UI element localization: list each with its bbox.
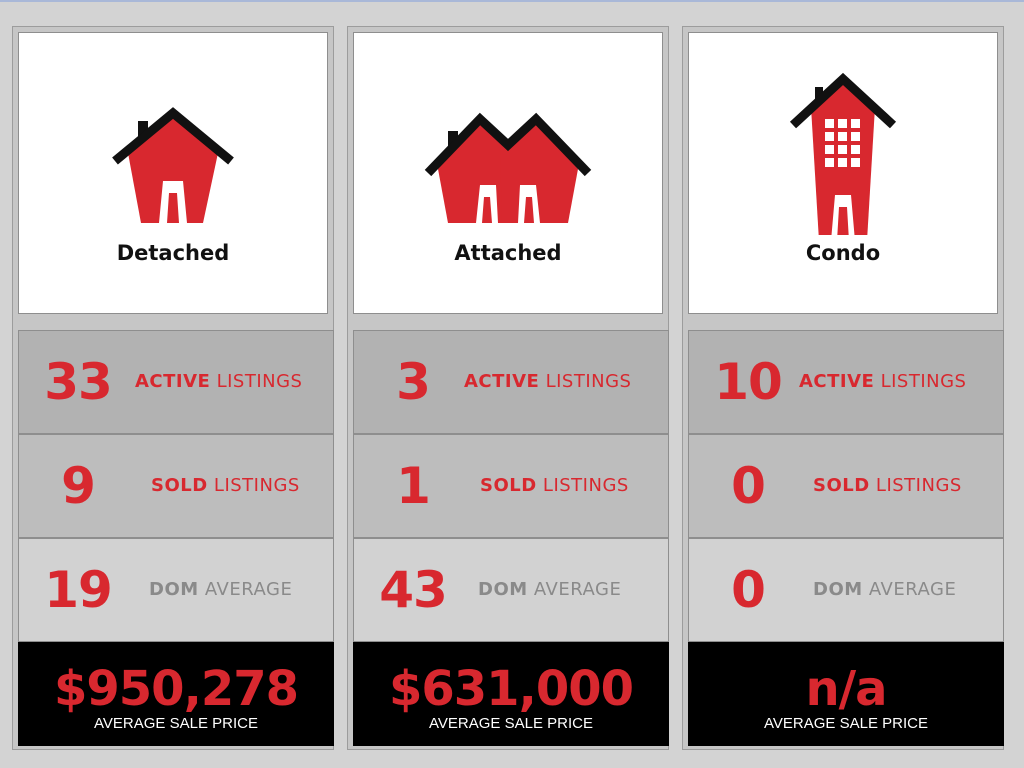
average-sale-price-row: n/a AVERAGE SALE PRICE — [688, 642, 1004, 746]
sold-listings-label: SOLD LISTINGS — [813, 475, 962, 496]
sold-listings-count: 1 — [396, 457, 431, 515]
average-sale-price-label: AVERAGE SALE PRICE — [764, 715, 928, 732]
property-type-header: Detached — [18, 32, 328, 314]
active-listings-row: 3 ACTIVE LISTINGS — [353, 330, 669, 434]
sold-listings-label: SOLD LISTINGS — [151, 475, 300, 496]
dom-average-label: DOM AVERAGE — [149, 579, 293, 600]
active-listings-count: 3 — [396, 353, 431, 411]
detached-house-icon — [19, 73, 327, 233]
average-sale-price-value: $950,278 — [53, 661, 299, 717]
active-listings-label: ACTIVE LISTINGS — [799, 371, 967, 392]
active-listings-row: 10 ACTIVE LISTINGS — [688, 330, 1004, 434]
property-type-label: Attached — [454, 241, 562, 265]
dom-average-label: DOM AVERAGE — [813, 579, 957, 600]
average-sale-price-row: $950,278 AVERAGE SALE PRICE — [18, 642, 334, 746]
attached-house-icon — [354, 73, 662, 233]
property-type-label: Condo — [805, 241, 881, 265]
condo-building-icon — [689, 72, 997, 235]
dom-average-row: 0 DOM AVERAGE — [688, 538, 1004, 642]
average-sale-price-value: n/a — [805, 661, 887, 717]
property-type-header: Attached — [353, 32, 663, 314]
dom-average-row: 43 DOM AVERAGE — [353, 538, 669, 642]
sold-listings-label: SOLD LISTINGS — [480, 475, 629, 496]
detached-column: Detached 33 ACTIVE LISTINGS 9 SOLD LISTI… — [12, 26, 334, 750]
average-sale-price-value: $631,000 — [388, 661, 634, 717]
attached-column: Attached 3 ACTIVE LISTINGS 1 SOLD LISTIN… — [347, 26, 669, 750]
active-listings-row: 33 ACTIVE LISTINGS — [18, 330, 334, 434]
dom-average-row: 19 DOM AVERAGE — [18, 538, 334, 642]
sold-listings-row: 9 SOLD LISTINGS — [18, 434, 334, 538]
active-listings-count: 10 — [714, 353, 783, 411]
sold-listings-count: 9 — [61, 457, 96, 515]
active-listings-count: 33 — [44, 353, 113, 411]
sold-listings-count: 0 — [731, 457, 766, 515]
sold-listings-row: 0 SOLD LISTINGS — [688, 434, 1004, 538]
dom-average-value: 43 — [379, 561, 448, 619]
active-listings-label: ACTIVE LISTINGS — [464, 371, 632, 392]
dom-average-label: DOM AVERAGE — [478, 579, 622, 600]
dom-average-value: 0 — [731, 561, 766, 619]
average-sale-price-row: $631,000 AVERAGE SALE PRICE — [353, 642, 669, 746]
condo-column: Condo 10 ACTIVE LISTINGS 0 SOLD LISTINGS… — [682, 26, 1004, 750]
average-sale-price-label: AVERAGE SALE PRICE — [429, 715, 593, 732]
property-type-header: Condo — [688, 32, 998, 314]
property-type-label: Detached — [116, 241, 230, 265]
average-sale-price-label: AVERAGE SALE PRICE — [94, 715, 258, 732]
top-border — [0, 0, 1024, 2]
active-listings-label: ACTIVE LISTINGS — [135, 371, 303, 392]
sold-listings-row: 1 SOLD LISTINGS — [353, 434, 669, 538]
dom-average-value: 19 — [44, 561, 113, 619]
